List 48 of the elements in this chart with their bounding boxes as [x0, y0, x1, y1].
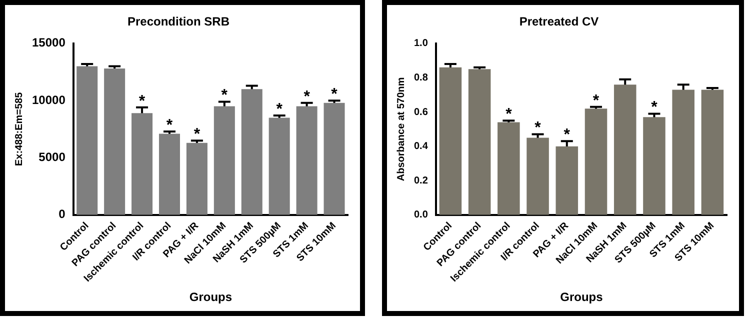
bar — [672, 90, 694, 215]
annotation: * — [564, 126, 571, 144]
x-axis-title: Groups — [189, 290, 232, 304]
annotation: * — [592, 92, 600, 110]
bar — [468, 69, 491, 215]
annotation: * — [138, 92, 146, 110]
bar — [296, 106, 318, 215]
chart-title: Pretreated CV — [519, 14, 599, 29]
annotation: * — [304, 88, 311, 106]
y-tick-label: 1.0 — [414, 38, 428, 50]
annotation: * — [194, 126, 201, 143]
bar — [158, 134, 180, 215]
y-axis-title: Absorbance at 570nm — [396, 77, 407, 182]
bar — [584, 108, 608, 215]
bar — [132, 113, 153, 215]
bar — [241, 89, 262, 215]
y-tick-label: 0 — [58, 207, 66, 222]
bar — [526, 138, 549, 215]
annotation: * — [506, 106, 513, 123]
bar — [439, 67, 462, 215]
annotation: * — [166, 116, 174, 134]
annotation: * — [276, 100, 284, 118]
annotation: * — [651, 99, 658, 116]
bar — [186, 142, 208, 215]
y-tick-label: 0.6 — [414, 106, 428, 118]
annotation: * — [221, 87, 228, 104]
y-tick-label: 0.4 — [414, 141, 428, 152]
y-tick-label: 15000 — [32, 36, 66, 50]
bar — [643, 117, 666, 215]
annotation: * — [534, 120, 542, 137]
y-tick-label: 0.2 — [414, 175, 428, 186]
x-axis-title: Groups — [560, 290, 604, 304]
bar — [268, 118, 290, 215]
bar — [76, 66, 98, 215]
bar — [701, 90, 724, 215]
bar — [104, 68, 126, 215]
y-tick-label: 5000 — [38, 150, 66, 164]
bar — [214, 106, 235, 215]
bar — [324, 102, 345, 215]
y-tick-label: 0.8 — [414, 72, 428, 84]
bar — [614, 84, 636, 215]
bar — [556, 146, 578, 215]
chart-title: Precondition SRB — [127, 14, 230, 29]
bar — [498, 122, 520, 215]
annotation: * — [331, 86, 338, 103]
y-tick-label: 10000 — [32, 92, 66, 107]
y-tick-label: 0.0 — [414, 210, 428, 221]
y-axis-title: Ex:488:Em=585 — [14, 92, 25, 166]
